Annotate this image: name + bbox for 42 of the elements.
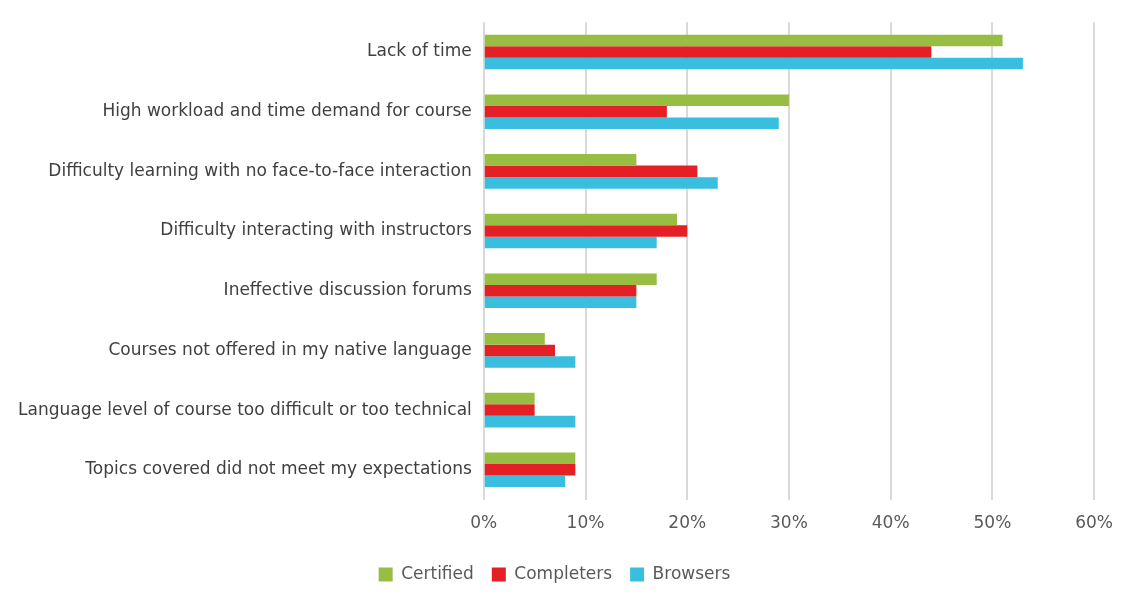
legend-label: Certified	[401, 562, 474, 583]
bar	[484, 105, 667, 118]
y-tick-label: Ineffective discussion forums	[223, 279, 472, 300]
bar	[484, 463, 576, 476]
y-tick-label: Topics covered did not meet my expectations	[84, 458, 472, 479]
bar	[484, 57, 1023, 70]
bar	[484, 165, 698, 178]
bar	[484, 236, 657, 249]
bar	[484, 34, 1003, 47]
y-tick-label: High workload and time demand for course	[102, 100, 472, 121]
y-tick-label: Language level of course too difficult or too technical	[18, 398, 472, 419]
y-tick-label: Courses not offered in my native language	[108, 338, 472, 359]
bar	[484, 117, 779, 130]
y-tick-label: Difficulty interacting with instructors	[160, 219, 472, 240]
bar	[484, 452, 576, 464]
x-tick-label: 0%	[470, 512, 498, 533]
x-tick-label: 30%	[770, 512, 808, 533]
bar	[484, 296, 637, 309]
x-tick-label: 40%	[871, 512, 910, 533]
y-tick-label: Lack of time	[367, 40, 472, 61]
bar	[484, 356, 576, 368]
bar	[484, 177, 718, 189]
bar	[484, 94, 789, 106]
bar	[484, 392, 535, 405]
x-tick-label: 60%	[1075, 512, 1114, 533]
bar	[484, 415, 576, 428]
bar	[484, 475, 566, 488]
x-tick-label: 10%	[566, 512, 605, 533]
bar	[484, 344, 555, 357]
legend-label: Completers	[514, 562, 613, 583]
x-tick-label: 20%	[668, 512, 707, 533]
bar	[484, 46, 932, 58]
bar	[484, 225, 688, 237]
bar	[484, 273, 657, 285]
bar	[484, 333, 545, 345]
bar	[484, 154, 637, 166]
legend-label: Browsers	[652, 562, 731, 583]
bar	[484, 404, 535, 416]
bar	[484, 213, 678, 226]
y-tick-label: Difficulty learning with no face-to-face interaction	[48, 159, 472, 180]
x-tick-label: 50%	[973, 512, 1012, 533]
bar	[484, 284, 637, 297]
